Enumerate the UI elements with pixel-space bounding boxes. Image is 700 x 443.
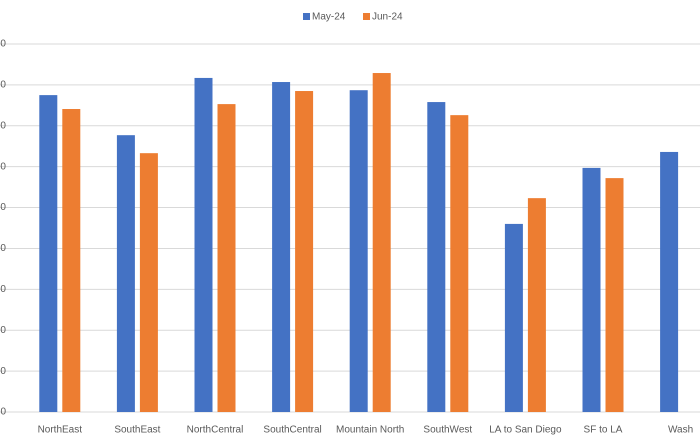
bar bbox=[295, 91, 314, 413]
y-tick-label: 300 bbox=[0, 284, 6, 295]
bar bbox=[139, 153, 158, 412]
x-tick-label: LA to San Diego bbox=[489, 425, 562, 436]
y-tick-label: 100 bbox=[0, 366, 6, 377]
bar bbox=[372, 73, 391, 412]
y-tick-label: 800 bbox=[0, 80, 6, 91]
bar bbox=[527, 198, 546, 412]
x-tick-label: Mountain North bbox=[336, 425, 404, 436]
bar bbox=[39, 95, 58, 412]
y-tick-label: 700 bbox=[0, 120, 6, 131]
legend-swatch bbox=[363, 13, 370, 20]
y-tick-label: 0 bbox=[0, 407, 6, 418]
x-tick-label: SouthEast bbox=[114, 425, 160, 436]
x-tick-label: Wash bbox=[668, 425, 693, 436]
bar bbox=[427, 102, 446, 412]
y-tick-label: 900 bbox=[0, 39, 6, 50]
x-tick-label: SouthCentral bbox=[263, 425, 321, 436]
bar bbox=[582, 167, 601, 412]
legend-label: May-24 bbox=[312, 12, 346, 23]
x-tick-label: SouthWest bbox=[423, 425, 472, 436]
legend-swatch bbox=[303, 13, 310, 20]
bar bbox=[194, 77, 213, 412]
bar bbox=[450, 115, 469, 412]
bar bbox=[62, 109, 81, 412]
y-tick-label: 500 bbox=[0, 202, 6, 213]
y-tick-label: 400 bbox=[0, 243, 6, 254]
x-tick-label: NorthEast bbox=[38, 425, 83, 436]
x-tick-label: NorthCentral bbox=[187, 425, 244, 436]
bar bbox=[217, 104, 236, 413]
y-tick-label: 600 bbox=[0, 161, 6, 172]
bar bbox=[605, 178, 624, 412]
legend-label: Jun-24 bbox=[372, 12, 403, 23]
bar bbox=[116, 135, 135, 412]
x-tick-label: SF to LA bbox=[584, 425, 623, 436]
bar bbox=[349, 90, 368, 413]
bar bbox=[660, 151, 679, 413]
bar bbox=[504, 223, 523, 412]
bar bbox=[272, 82, 291, 412]
y-tick-label: 200 bbox=[0, 325, 6, 336]
